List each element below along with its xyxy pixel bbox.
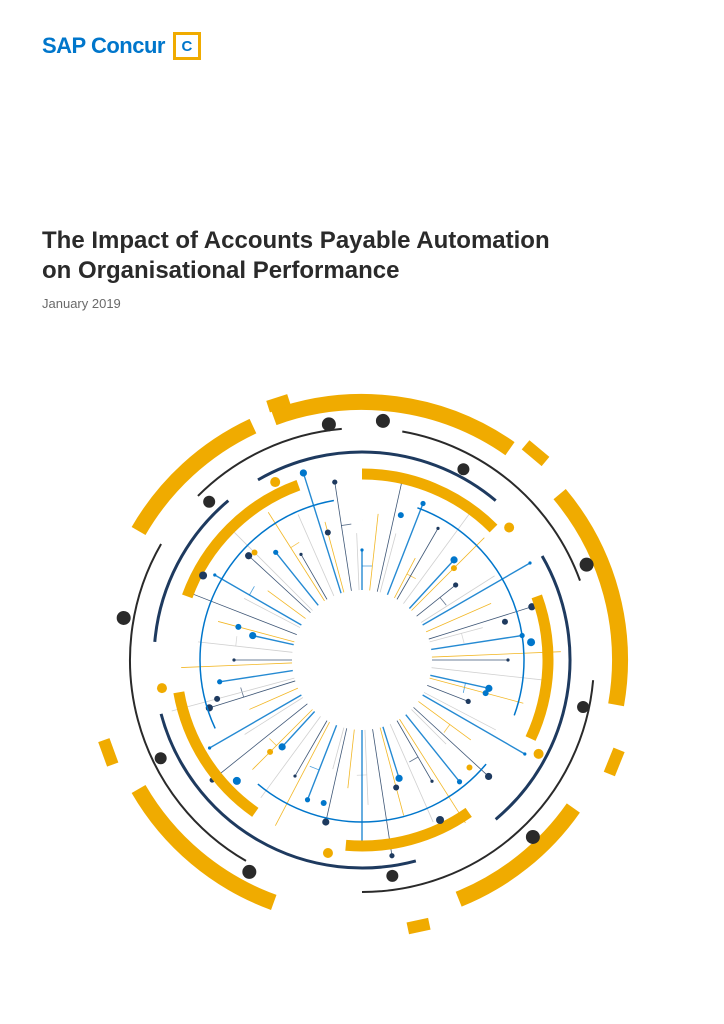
title-line-1: The Impact of Accounts Payable Automatio… <box>42 227 550 254</box>
title-block: The Impact of Accounts Payable Automatio… <box>42 226 682 311</box>
brand-logo: SAP Concur C <box>42 32 201 60</box>
cover-graphic <box>82 380 642 940</box>
logo-badge-letter: C <box>182 39 193 54</box>
document-title: The Impact of Accounts Payable Automatio… <box>42 226 682 286</box>
title-line-2: on Organisational Performance <box>42 257 399 284</box>
radial-circuit-icon <box>82 380 642 940</box>
document-date: January 2019 <box>42 296 682 311</box>
logo-text: SAP Concur <box>42 33 165 59</box>
logo-badge-icon: C <box>173 32 201 60</box>
